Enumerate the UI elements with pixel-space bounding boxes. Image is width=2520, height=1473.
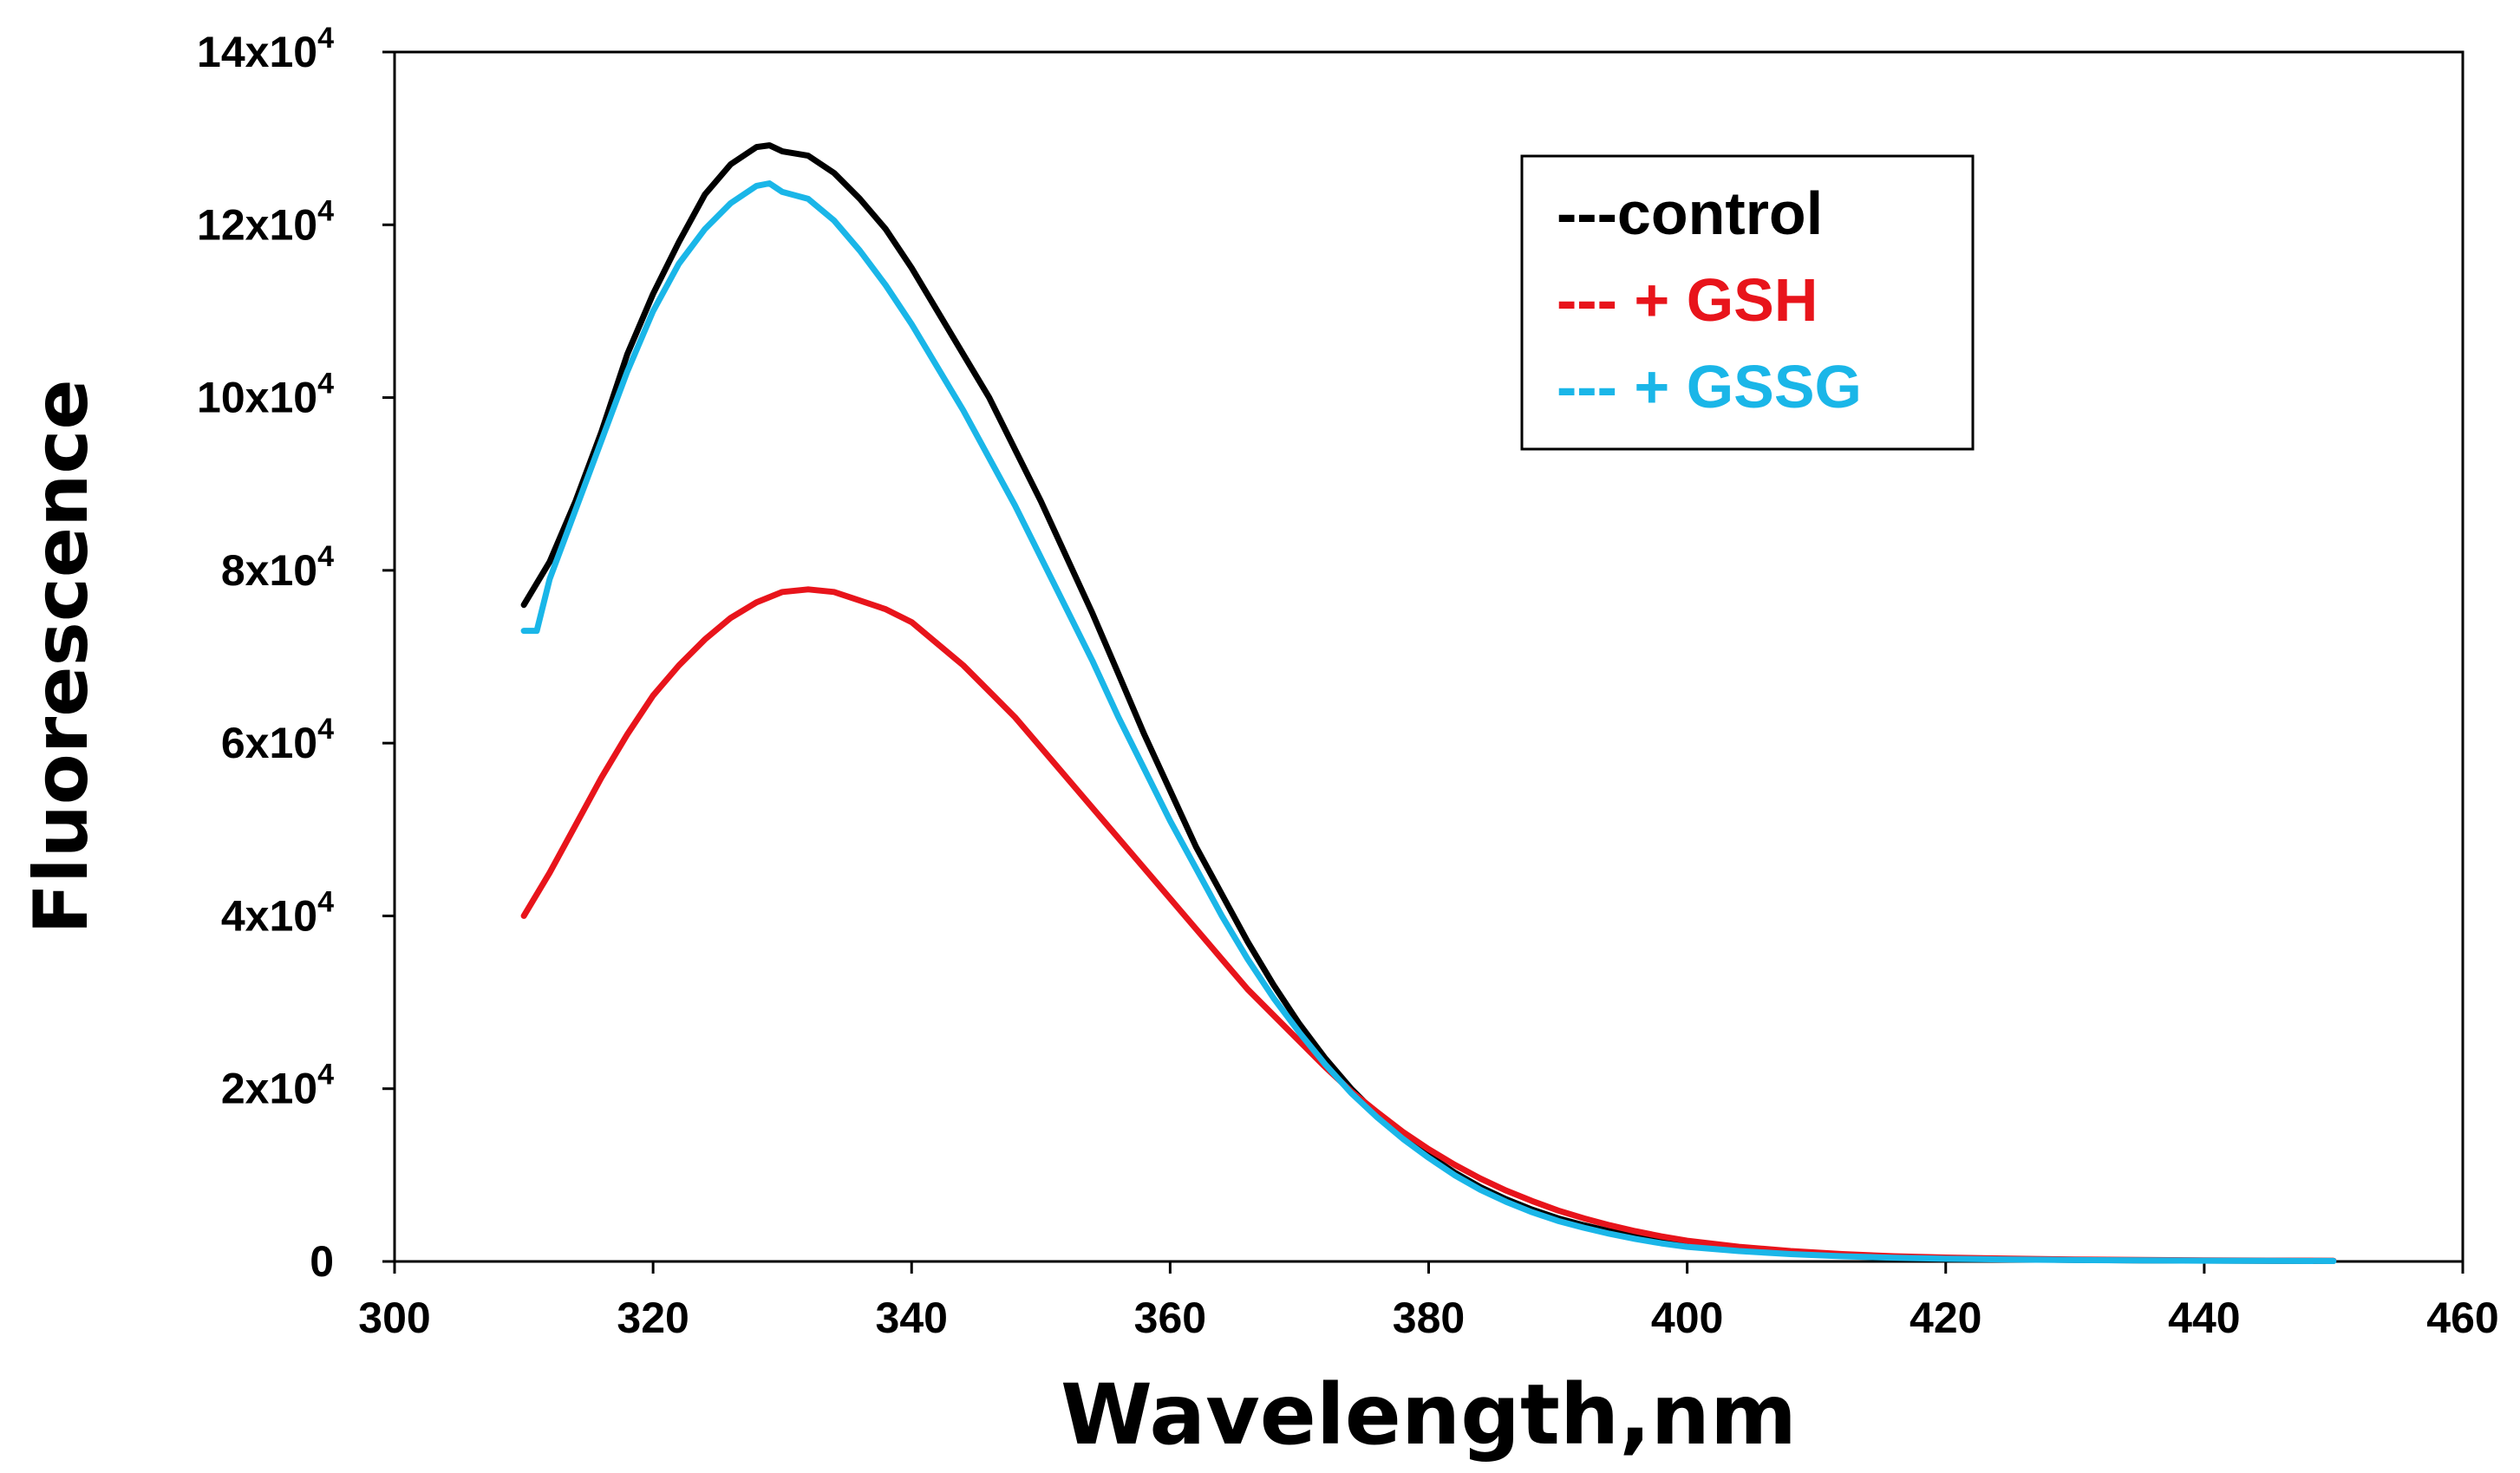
- legend-item-control: ---control: [1557, 179, 1823, 247]
- y-tick-label: 4x104: [221, 885, 334, 940]
- y-tick-label: 8x104: [221, 540, 334, 595]
- y-axis-title: Fluorescence: [18, 379, 105, 934]
- x-tick-label: 300: [358, 1294, 430, 1342]
- x-tick-label: 360: [1134, 1294, 1206, 1342]
- x-tick-label: 400: [1651, 1294, 1723, 1342]
- x-tick-label: 460: [2426, 1294, 2498, 1342]
- series-layer: [520, 142, 2337, 1264]
- y-tick-label: 2x104: [221, 1059, 334, 1113]
- x-tick-label: 380: [1393, 1294, 1465, 1342]
- y-tick-label: 10x104: [197, 368, 334, 422]
- legend-box: [1520, 154, 1975, 451]
- x-axis-title: Wavelength,nm: [1061, 1366, 1797, 1463]
- y-tick-label: 14x104: [197, 22, 334, 76]
- legend: ---control --- + GSH --- + GSSG: [1520, 154, 1975, 451]
- x-tick-label: 420: [1910, 1294, 1981, 1342]
- x-tick-label: 440: [2168, 1294, 2240, 1342]
- series-line-gsh: [520, 586, 2337, 1264]
- x-tick-label: 340: [876, 1294, 948, 1342]
- legend-item-gssg: --- + GSSG: [1557, 353, 1862, 420]
- y-tick-label: 12x104: [197, 194, 334, 249]
- x-tick-label: 320: [617, 1294, 689, 1342]
- legend-item-gsh: --- + GSH: [1557, 266, 1818, 334]
- y-tick-label: 6x104: [221, 713, 334, 767]
- series-line-gssg: [520, 180, 2337, 1264]
- y-tick-label: 0: [310, 1237, 334, 1286]
- x-axis: 300 320 340 360 380 400 420 440 460: [358, 1261, 2499, 1342]
- y-axis: 0 2x104 4x104 6x104 8x104 10x104 12x104 14x104: [197, 22, 395, 1286]
